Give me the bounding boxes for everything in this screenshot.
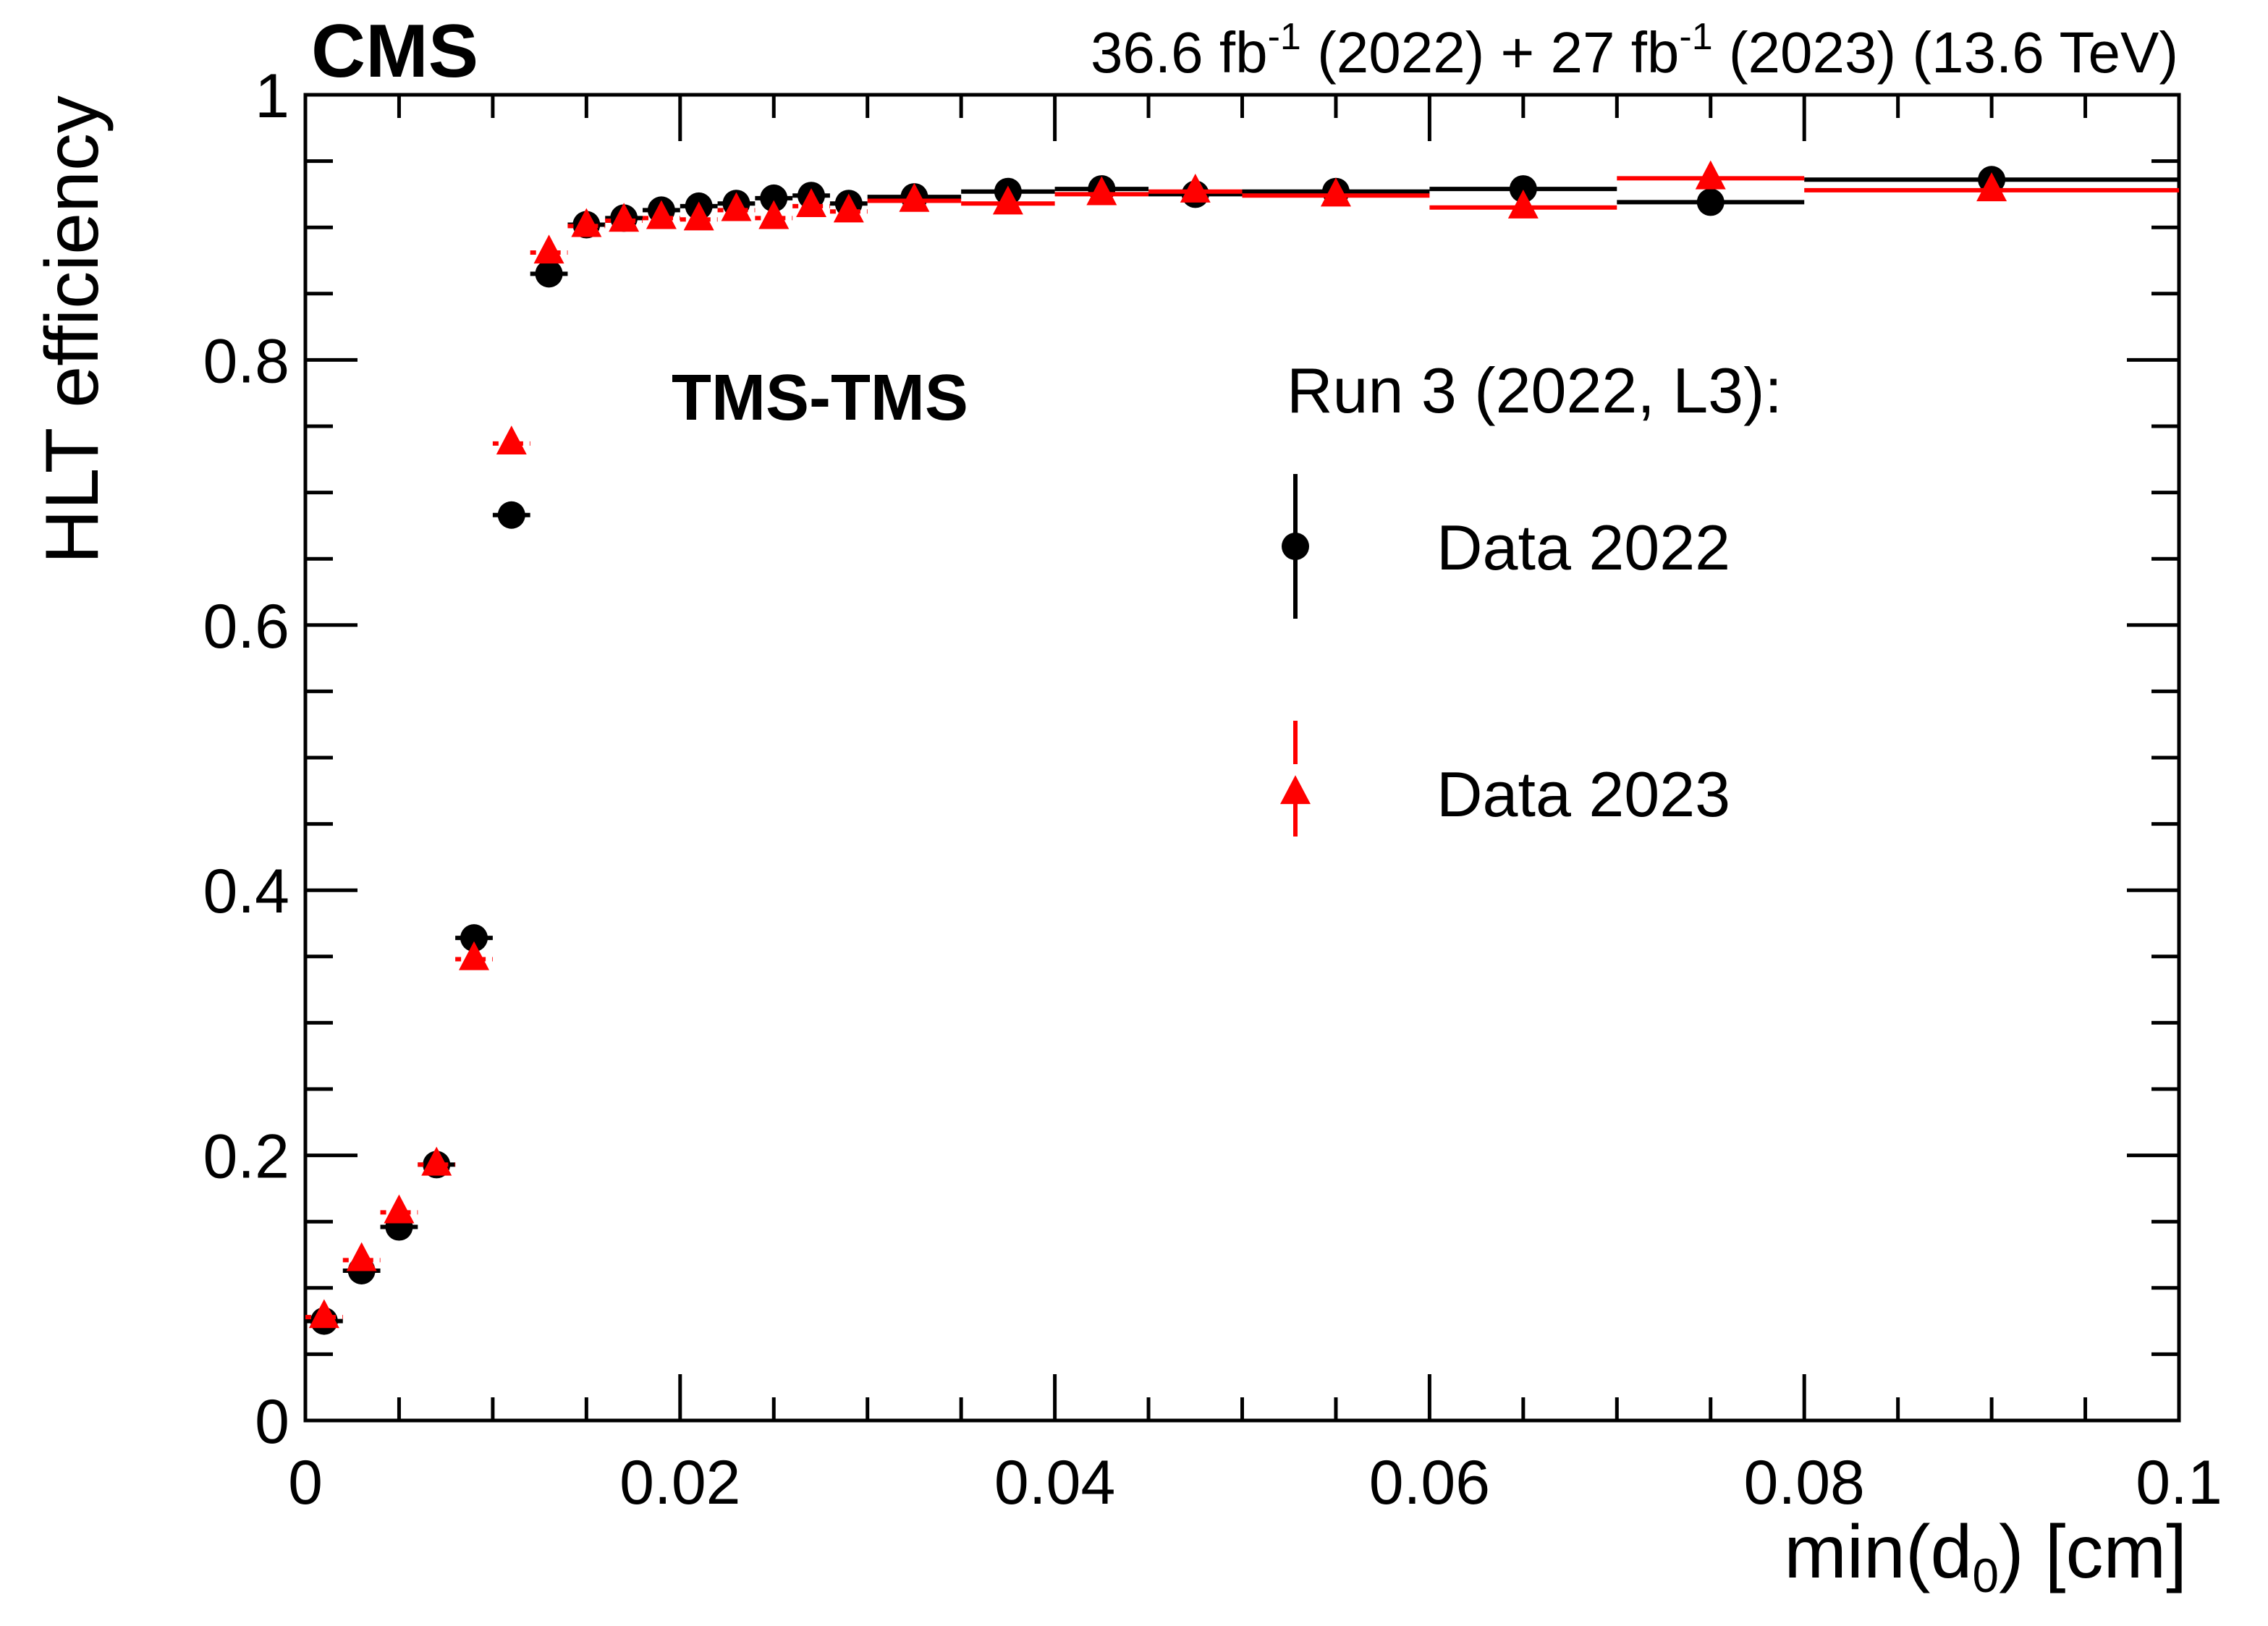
data-point bbox=[1242, 177, 1430, 207]
data-point bbox=[418, 1146, 456, 1176]
data-point bbox=[492, 425, 530, 454]
x-tick-label: 0.02 bbox=[619, 1448, 740, 1517]
y-tick-label: 0.6 bbox=[203, 592, 289, 661]
data-point bbox=[1148, 173, 1243, 203]
data-point bbox=[680, 201, 718, 231]
triangle-marker bbox=[1976, 172, 2007, 202]
triangle-marker bbox=[992, 185, 1023, 215]
triangle-marker bbox=[646, 200, 677, 229]
triangle-marker bbox=[346, 1242, 377, 1271]
circle-marker bbox=[535, 260, 563, 288]
legend-circle-marker bbox=[1282, 533, 1309, 560]
triangle-marker bbox=[683, 201, 714, 231]
category-label: TMS-TMS bbox=[672, 362, 968, 434]
x-tick-label: 0.06 bbox=[1369, 1448, 1490, 1517]
data-point bbox=[305, 1299, 343, 1329]
circle-marker bbox=[497, 501, 525, 529]
axis-ticks bbox=[303, 93, 2181, 1423]
axis-tick-labels: 0 0.02 0.04 0.06 0.08 0.1 0 0.2 0.4 0.6 0.8 1 bbox=[203, 62, 2222, 1517]
data-point bbox=[380, 1194, 418, 1224]
triangle-marker bbox=[758, 200, 790, 229]
data-point bbox=[867, 182, 962, 212]
data-point bbox=[342, 1242, 381, 1271]
legend-label: Data 2023 bbox=[1436, 758, 1730, 830]
triangle-marker bbox=[833, 193, 864, 223]
x-tick-label: 0.08 bbox=[1744, 1448, 1865, 1517]
experiment-label: CMS bbox=[311, 9, 478, 93]
data-point bbox=[1804, 172, 2179, 202]
data-point bbox=[961, 185, 1055, 215]
legend-entry: Data 2023 bbox=[1280, 721, 1730, 865]
y-axis-title: HLT efficiency bbox=[30, 96, 114, 564]
circle-marker bbox=[1696, 188, 1725, 216]
triangle-marker bbox=[1086, 176, 1117, 206]
data-points bbox=[305, 160, 2179, 1335]
data-point bbox=[530, 260, 568, 288]
triangle-marker bbox=[533, 234, 564, 264]
triangle-marker bbox=[496, 425, 527, 454]
data-point bbox=[643, 200, 680, 229]
data-point bbox=[829, 193, 868, 223]
triangle-marker bbox=[384, 1194, 415, 1224]
data-point bbox=[792, 188, 830, 218]
data-point bbox=[1429, 189, 1617, 219]
y-tick-label: 0.4 bbox=[203, 857, 289, 926]
data-point bbox=[567, 208, 606, 237]
triangle-marker bbox=[308, 1299, 339, 1329]
plot-frame bbox=[303, 93, 2181, 1423]
triangle-marker bbox=[571, 208, 602, 237]
y-tick-label: 0.2 bbox=[203, 1122, 289, 1192]
data-point bbox=[1054, 176, 1149, 206]
data-point bbox=[755, 200, 793, 229]
triangle-marker bbox=[421, 1146, 452, 1176]
legend-title: Run 3 (2022, L3): bbox=[1287, 355, 1782, 426]
triangle-marker bbox=[721, 192, 752, 221]
legend-entry: Data 2022 bbox=[1282, 474, 1730, 619]
circle-marker bbox=[1509, 175, 1537, 203]
triangle-marker bbox=[459, 941, 490, 970]
legend-label: Data 2022 bbox=[1436, 512, 1730, 583]
data-point bbox=[605, 203, 643, 232]
triangle-marker bbox=[609, 203, 640, 232]
triangle-marker bbox=[1507, 189, 1539, 219]
legend: Run 3 (2022, L3): Data 2022 Data 2023 bbox=[1280, 355, 1782, 865]
x-tick-label: 0 bbox=[288, 1448, 323, 1517]
data-point bbox=[530, 234, 568, 264]
circle-marker bbox=[460, 924, 488, 952]
circle-marker bbox=[760, 184, 788, 212]
y-tick-label: 0.8 bbox=[203, 326, 289, 396]
data-point bbox=[1617, 188, 1805, 216]
data-point bbox=[1429, 175, 1617, 203]
series-data-2022 bbox=[305, 166, 2179, 1335]
x-tick-label: 0.04 bbox=[994, 1448, 1115, 1517]
data-point bbox=[717, 192, 756, 221]
triangle-marker bbox=[1180, 173, 1211, 203]
x-axis-title: min(d0) [cm] bbox=[1784, 1510, 2187, 1602]
y-tick-label: 1 bbox=[255, 62, 289, 131]
triangle-marker bbox=[1695, 160, 1726, 190]
data-point bbox=[1617, 160, 1805, 190]
triangle-marker bbox=[1320, 177, 1351, 207]
data-point bbox=[455, 924, 493, 952]
data-point bbox=[755, 184, 793, 212]
luminosity-label: 36.6 fb-1 (2022) + 27 fb-1 (2023) (13.6 … bbox=[1091, 16, 2178, 85]
y-tick-label: 0 bbox=[255, 1387, 289, 1457]
series-data-2023 bbox=[305, 160, 2179, 1329]
triangle-marker bbox=[796, 188, 827, 218]
triangle-marker bbox=[899, 182, 930, 212]
x-tick-label: 0.1 bbox=[2136, 1448, 2222, 1517]
data-point bbox=[455, 941, 493, 970]
legend-entries: Data 2022 Data 2023 bbox=[1280, 474, 1730, 865]
legend-triangle-marker bbox=[1280, 775, 1311, 805]
data-point bbox=[492, 501, 530, 529]
